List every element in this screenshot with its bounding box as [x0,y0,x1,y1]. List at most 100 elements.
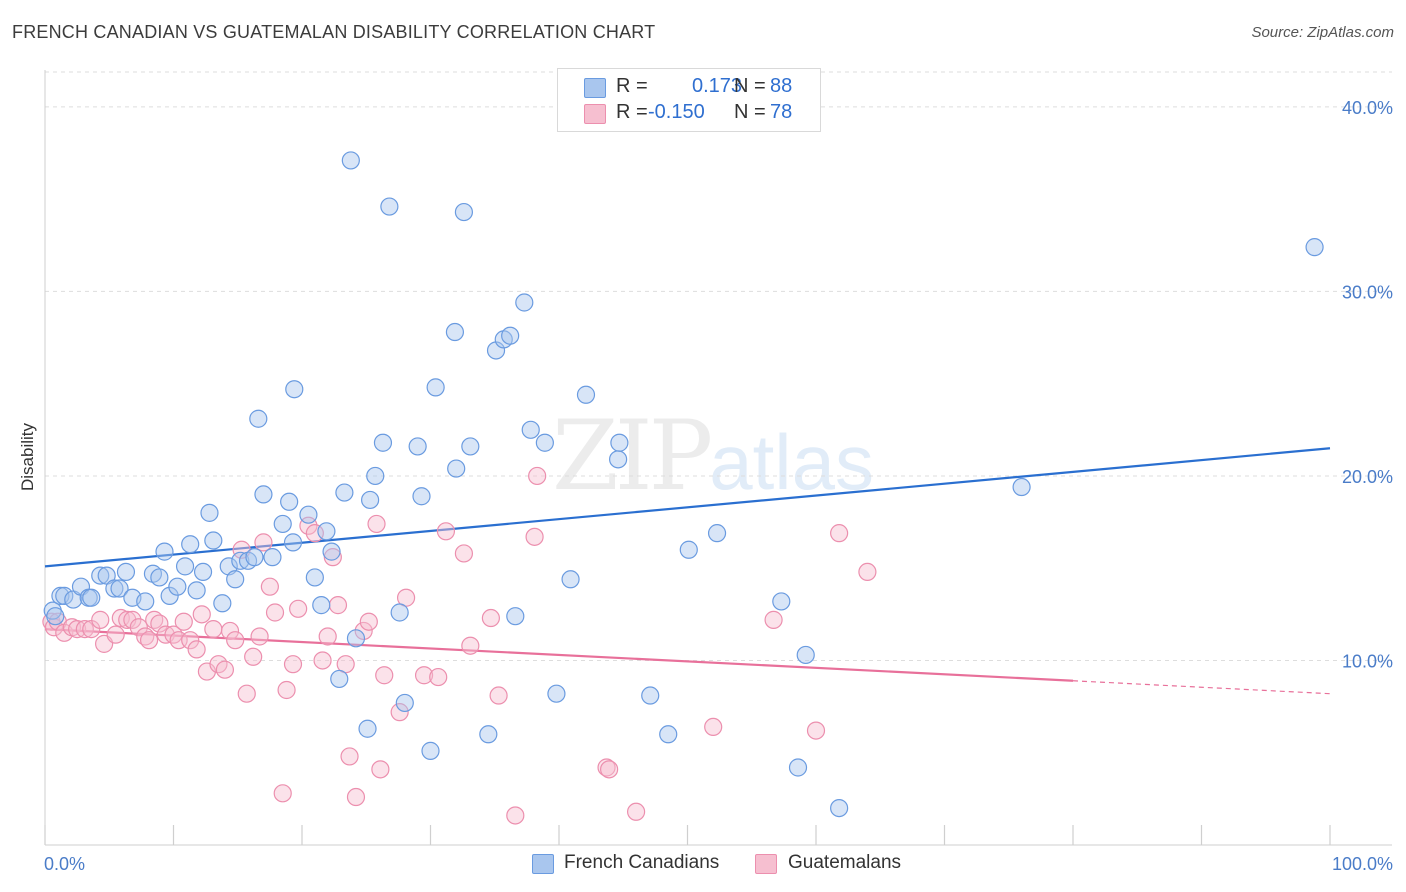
guatemalans-point [489,686,508,705]
guatemalans-point [181,631,200,650]
y-tick-label: 10.0% [1342,651,1393,671]
french-canadians-point [341,151,360,170]
french-canadians-point [521,420,540,439]
legend-n-value: 88 [770,75,793,97]
guatemalans-point [318,627,337,646]
french-canadians-point [175,557,195,576]
bottom-legend-swatch-blue [532,854,554,874]
guatemalans-point [139,631,159,650]
french-canadians-point [501,326,520,345]
guatemalans-point [354,621,373,641]
french-canadians-point [390,603,409,622]
french-canadians-point [796,645,815,665]
french-canadians-point [506,607,525,626]
french-canadians-point [461,437,480,456]
french-canadians-point [55,586,74,605]
guatemalans-point [359,612,378,631]
french-canadians-point [335,483,354,502]
french-canadians-point [46,607,65,626]
guatemalans-point [91,610,110,629]
french-canadians-point [181,535,200,554]
french-canadians-point [187,581,206,600]
guatemalans-point [414,666,434,685]
legend-r-value: -0.150 [648,101,705,123]
legend-n-value: 78 [770,101,793,123]
french-canadians-point [609,450,628,469]
guatemalans-point [123,610,142,629]
guatemalans-point [371,760,390,779]
guatemalans-point [215,660,234,679]
guatemalans-point [226,631,245,650]
french-canadians-point [772,592,791,611]
guatemalans-point [525,527,544,546]
legend-r-label: R = [616,75,648,97]
legend-n-label: N = [734,75,766,97]
guatemalans-trend-extension [1072,680,1331,695]
guatemalans-point [174,612,193,631]
guatemalans-point [260,577,279,596]
x-tick-label: 0.0% [44,854,85,874]
guatemalans-point [313,651,332,670]
watermark-atlas: atlas [709,418,874,506]
french-canadians-point [249,409,268,428]
french-canadians-point [283,533,303,552]
french-canadians-point [788,758,808,777]
guatemalans-point [704,717,723,737]
guatemalans-point [204,620,223,639]
guatemalans-point [305,524,324,543]
guatemalans-point [75,620,94,639]
guatemalans-point [192,605,211,624]
french-canadians-point [263,548,282,567]
french-canadians-point [561,570,580,589]
french-canadians-point [679,540,698,559]
legend-r-value: 0.173 [692,75,743,97]
guatemalans-point [187,640,206,659]
french-canadians-point [168,577,187,596]
french-canadians-point [322,542,341,561]
french-canadians-point [116,562,136,582]
axes [44,70,1392,846]
french-canadians-point [254,485,273,504]
guatemalans-point [340,747,359,766]
french-canadians-point [1012,477,1031,497]
french-canadians-point [707,524,727,543]
guatemalans-point [68,620,87,639]
y-tick-label: 30.0% [1342,282,1393,302]
french-canadians-point [515,293,534,312]
guatemalans-point [220,621,240,641]
french-canadians-point [421,741,440,760]
x-tick-labels: 0.0% 100.0% [44,854,1393,874]
guatemalans-points [42,466,877,825]
french-canadians-point [535,433,554,452]
french-canadians-point [245,548,264,567]
french-canadians-points [43,151,1324,818]
french-canadians-point [830,798,849,818]
guatemalans-point [461,636,480,655]
french-canadians-point [1305,238,1324,257]
french-canadians-point [273,514,292,534]
guatemalans-point [597,758,616,777]
watermark-zip: ZIP [552,400,713,512]
watermark: ZIPatlas [552,400,874,512]
french-canadians-point [285,380,304,399]
guatemalans-point [254,533,273,552]
guatemalans-point [265,603,285,622]
guatemalans-point [528,466,547,486]
french-canadians-point [447,459,466,478]
french-canadians-point [454,202,474,222]
bottom-legend-label: Guatemalans [788,852,902,873]
french-canadians-point [193,562,213,582]
bottom-legend-label: French Canadians [564,852,720,873]
french-canadians-point [150,568,169,587]
french-canadians-point [380,197,399,216]
guatemalans-point [858,562,877,582]
guatemalans-point [367,514,386,534]
y-tick-label: 40.0% [1342,98,1393,118]
french-canadians-point [361,490,380,510]
chart-title: FRENCH CANADIAN VS GUATEMALAN DISABILITY… [12,22,656,42]
guatemalans-point [764,610,783,629]
french-canadians-trend-line [44,447,1331,568]
guatemalans-point [806,721,826,740]
guatemalans-point [111,608,130,628]
